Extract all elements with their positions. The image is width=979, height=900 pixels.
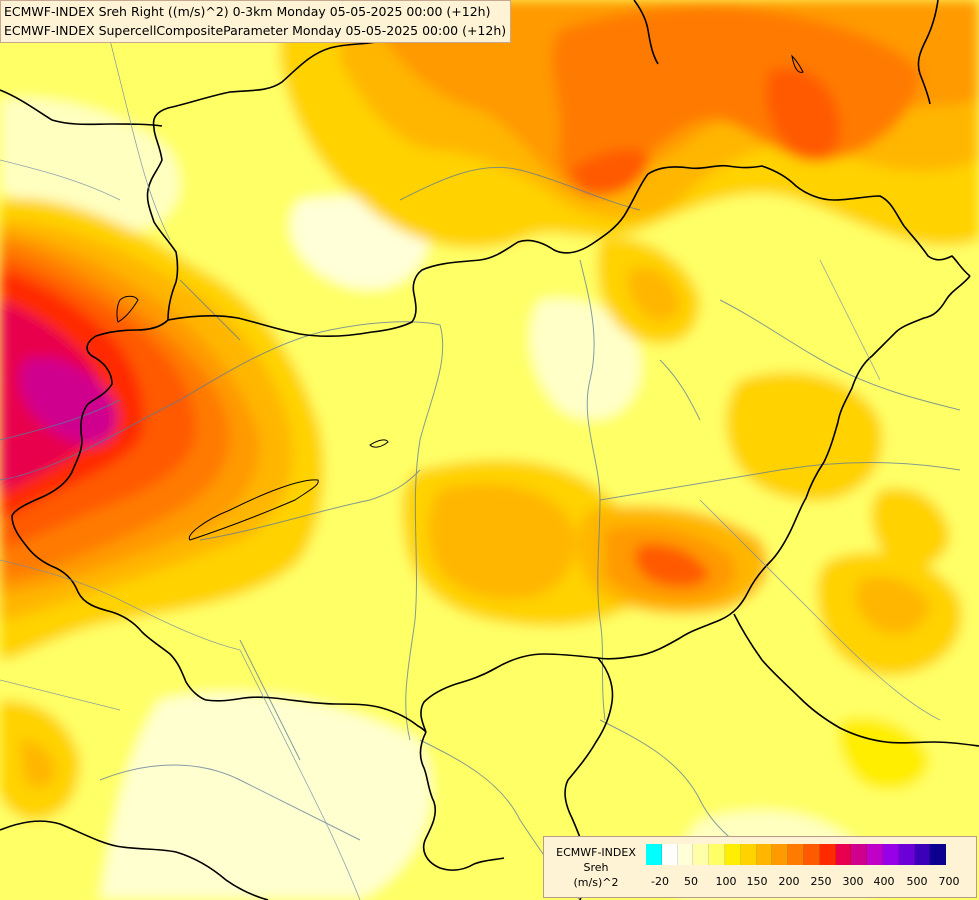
legend-tick: 100 [715,875,737,888]
legend-swatch [677,844,694,865]
legend-swatch [803,844,820,865]
legend-tick: 300 [842,875,864,888]
legend-tick: 500 [906,875,928,888]
legend-swatch [724,844,741,865]
legend-swatch [898,844,915,865]
legend-label: ECMWF-INDEX Sreh (m/s)^2 [548,845,644,890]
legend-tick: 250 [810,875,832,888]
legend-swatch [851,844,868,865]
legend-swatch [646,844,662,865]
region-boundaries [0,0,941,900]
lakes [116,54,804,541]
legend-tick: 400 [873,875,895,888]
legend-swatch [693,844,710,865]
legend-source: ECMWF-INDEX [556,846,636,859]
rivers [0,166,961,900]
legend-swatch [788,844,804,865]
legend-variable: Sreh [583,861,609,874]
legend-tick: 150 [746,875,768,888]
legend-tick: 50 [684,875,698,888]
legend-swatch [772,844,789,865]
legend-swatch [914,844,931,865]
legend-tick-labels: -20 50 100 150 200 250 300 400 500 700 [646,875,966,891]
legend-swatch [835,844,852,865]
map-title-primary: ECMWF-INDEX Sreh Right ((m/s)^2) 0-3km M… [4,4,491,19]
legend-swatch [882,844,899,865]
map-title-secondary: ECMWF-INDEX SupercellCompositeParameter … [4,23,507,38]
map-title-box: ECMWF-INDEX Sreh Right ((m/s)^2) 0-3km M… [0,0,512,43]
legend-swatch [819,844,836,865]
legend-tick: -20 [651,875,669,888]
legend-swatch [756,844,773,865]
legend-swatch [661,844,678,865]
legend-tick: 700 [938,875,960,888]
legend-color-scale [646,844,947,866]
legend-swatch [709,844,725,865]
color-legend: ECMWF-INDEX Sreh (m/s)^2 -20 50 100 150 200 2… [543,836,977,898]
legend-swatch [930,844,947,865]
legend-swatch [867,844,883,865]
legend-unit: (m/s)^2 [573,876,619,889]
legend-tick: 200 [778,875,800,888]
legend-swatch [740,844,757,865]
